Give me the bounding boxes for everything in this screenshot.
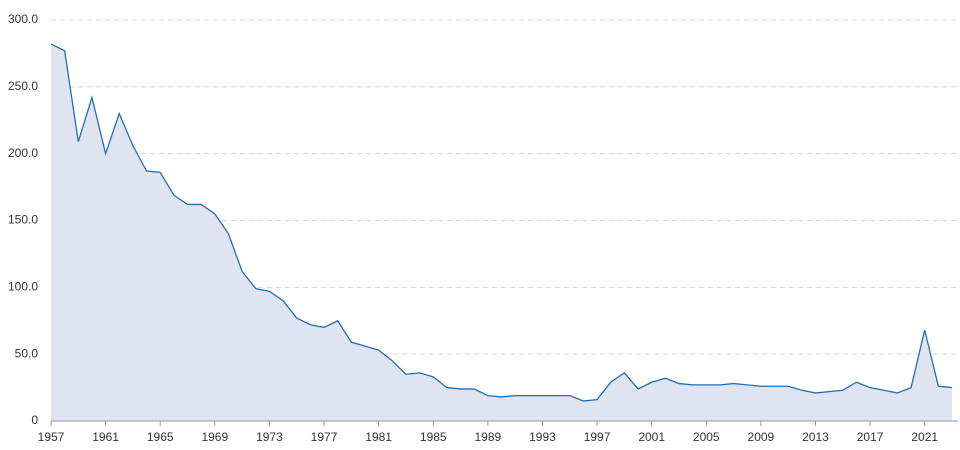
x-tick-label: 1993 [529,430,556,444]
y-tick-label: 100.0 [8,280,38,294]
x-tick-label: 1997 [584,430,611,444]
area [51,44,952,422]
x-tick-label: 1981 [365,430,392,444]
x-tick-label: 1961 [92,430,119,444]
line [50,43,953,402]
y-tick-label: 250.0 [8,79,38,93]
x-tick-label: 2021 [911,430,938,444]
x-tick-label: 1969 [201,430,228,444]
y-tick-label: 150.0 [8,213,38,227]
x-tick-label: 1985 [420,430,447,444]
x-tick-label: 1973 [256,430,283,444]
y-tick-label: 200.0 [8,146,38,160]
x-tick-label: 2013 [802,430,829,444]
x-tick-label: 2001 [638,430,665,444]
x-tick-label: 1957 [38,430,65,444]
x-tick-label: 2017 [857,430,884,444]
x-tick-label: 2009 [748,430,775,444]
y-tick-label: 300.0 [8,12,38,26]
x-tick-label: 1965 [147,430,174,444]
x-tick-label: 1989 [474,430,501,444]
x-tick-label: 2005 [693,430,720,444]
y-tick-label: 0 [31,413,38,427]
x-tick-label: 1977 [311,430,338,444]
y-tick-label: 50.0 [15,346,39,360]
